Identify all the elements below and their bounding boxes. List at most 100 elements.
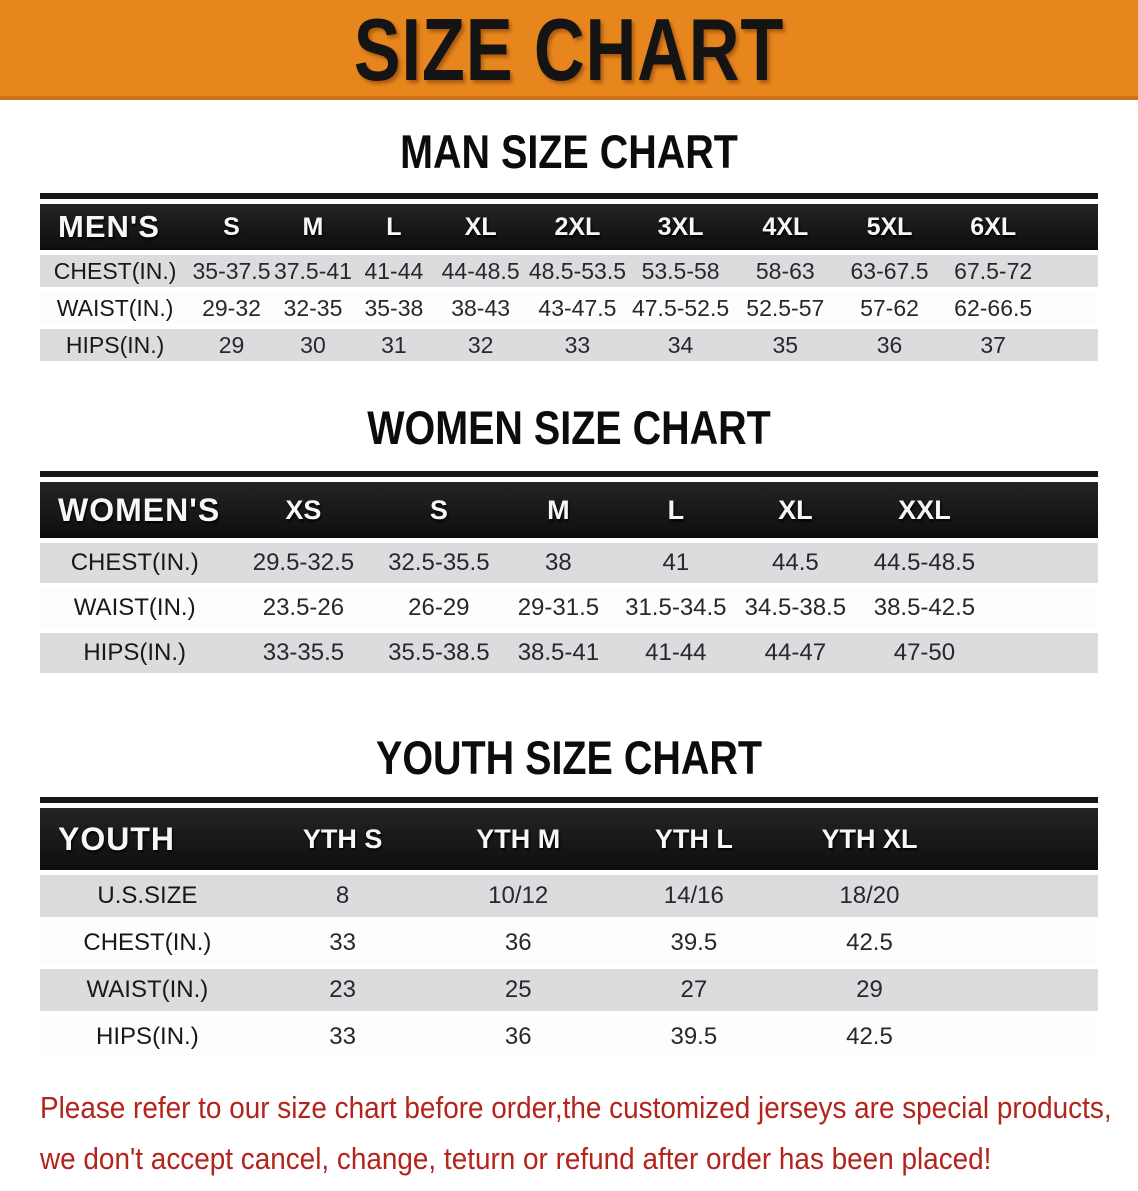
table-row: U.S.SIZE 8 10/12 14/16 18/20 (40, 875, 1098, 917)
size-value: 18/20 (781, 875, 958, 917)
size-value: 42.5 (781, 1016, 958, 1058)
women-size-table: WOMEN'S XS S M L XL XXL CHEST(IN.) 29.5-32.5 32.5… (40, 477, 1098, 678)
size-value: 29-31.5 (500, 588, 617, 628)
men-size-table: MEN'S S M L XL 2XL 3XL 4XL 5XL 6XL CHEST(IN.) 35-37… (40, 199, 1098, 366)
row-spacer (957, 969, 1098, 1011)
table-row: WAIST(IN.) 23.5-26 26-29 29-31.5 31.5-34.5 34… (40, 588, 1098, 628)
size-value: 33 (526, 329, 629, 361)
row-label: CHEST(IN.) (40, 255, 191, 287)
footer-line-1: Please refer to our size chart before or… (40, 1090, 1112, 1125)
size-value: 33 (254, 922, 431, 964)
table-header-row: YOUTH YTH S YTH M YTH L YTH XL (40, 808, 1098, 870)
header-spacer (1045, 204, 1098, 250)
size-value: 10/12 (430, 875, 607, 917)
size-value: 37.5-41 (272, 255, 354, 287)
section-women: WOMEN SIZE CHART WOMEN'S XS S M L XL XXL CHEST(… (0, 404, 1138, 678)
row-spacer (957, 922, 1098, 964)
row-label: WAIST(IN.) (40, 292, 191, 324)
size-value: 31.5-34.5 (616, 588, 736, 628)
size-column-header: YTH S (254, 808, 431, 870)
size-value: 35-38 (353, 292, 435, 324)
size-column-header: 6XL (941, 204, 1046, 250)
size-value: 41-44 (353, 255, 435, 287)
size-value: 8 (254, 875, 431, 917)
men-size-table-container: MEN'S S M L XL 2XL 3XL 4XL 5XL 6XL CHEST(IN.) 35-37… (40, 193, 1098, 366)
youth-size-table-container: YOUTH YTH S YTH M YTH L YTH XL U.S.SIZE 8 10/12… (40, 797, 1098, 1063)
table-title: YOUTH (40, 808, 255, 870)
header-spacer (957, 808, 1098, 870)
size-column-header: M (272, 204, 354, 250)
size-value: 36 (837, 329, 942, 361)
size-value: 36 (430, 922, 607, 964)
size-column-header: 5XL (837, 204, 942, 250)
size-value: 53.5-58 (628, 255, 733, 287)
row-spacer (1045, 255, 1098, 287)
row-label: WAIST(IN.) (40, 969, 255, 1011)
table-row: CHEST(IN.) 35-37.5 37.5-41 41-44 44-48.5 48.5… (40, 255, 1098, 287)
size-value: 33 (254, 1016, 431, 1058)
size-value: 44.5 (735, 543, 856, 583)
size-column-header: S (190, 204, 273, 250)
row-spacer (957, 1016, 1098, 1058)
size-value: 30 (272, 329, 354, 361)
size-value: 57-62 (837, 292, 942, 324)
table-title: WOMEN'S (40, 482, 230, 538)
size-column-header: M (500, 482, 617, 538)
size-column-header: S (377, 482, 501, 538)
size-value: 38.5-42.5 (855, 588, 994, 628)
size-value: 23.5-26 (229, 588, 378, 628)
size-value: 52.5-57 (732, 292, 838, 324)
size-value: 63-67.5 (837, 255, 942, 287)
size-column-header: 3XL (628, 204, 733, 250)
row-label: CHEST(IN.) (40, 922, 255, 964)
row-spacer (957, 875, 1098, 917)
size-value: 32 (434, 329, 527, 361)
row-label: HIPS(IN.) (40, 1016, 255, 1058)
row-spacer (993, 543, 1098, 583)
size-value: 25 (430, 969, 607, 1011)
charts-area: MAN SIZE CHART MEN'S S M L XL 2XL 3XL 4XL 5XL 6XL… (0, 128, 1138, 1063)
size-column-header: YTH XL (781, 808, 958, 870)
women-size-table-container: WOMEN'S XS S M L XL XXL CHEST(IN.) 29.5-32.5 32.5… (40, 471, 1098, 678)
table-row: HIPS(IN.) 33 36 39.5 42.5 (40, 1016, 1098, 1058)
banner: SIZE CHART (0, 0, 1138, 100)
size-value: 47.5-52.5 (628, 292, 733, 324)
size-value: 32-35 (272, 292, 354, 324)
table-row: CHEST(IN.) 33 36 39.5 42.5 (40, 922, 1098, 964)
size-value: 48.5-53.5 (526, 255, 629, 287)
youth-section-heading: YOUTH SIZE CHART (375, 731, 763, 784)
size-column-header: XS (229, 482, 378, 538)
size-value: 29 (781, 969, 958, 1011)
size-value: 62-66.5 (941, 292, 1046, 324)
size-value: 39.5 (606, 1016, 782, 1058)
footer-line-2: we don't accept cancel, change, teturn o… (40, 1140, 992, 1176)
size-column-header: L (616, 482, 736, 538)
size-value: 29.5-32.5 (229, 543, 378, 583)
row-spacer (1045, 329, 1098, 361)
size-value: 29 (190, 329, 273, 361)
footer-note: Please refer to our size chart before or… (40, 1089, 1112, 1179)
size-column-header: L (353, 204, 435, 250)
size-value: 35.5-38.5 (377, 633, 501, 673)
size-value: 47-50 (855, 633, 994, 673)
size-value: 41-44 (616, 633, 736, 673)
size-value: 67.5-72 (941, 255, 1046, 287)
table-row: WAIST(IN.) 29-32 32-35 35-38 38-43 43-47.5 47.… (40, 292, 1098, 324)
size-value: 37 (941, 329, 1046, 361)
table-row: CHEST(IN.) 29.5-32.5 32.5-35.5 38 41 44.5 44.5… (40, 543, 1098, 583)
size-column-header: XXL (855, 482, 994, 538)
size-column-header: YTH M (430, 808, 607, 870)
size-value: 29-32 (190, 292, 273, 324)
section-men: MAN SIZE CHART MEN'S S M L XL 2XL 3XL 4XL 5XL 6XL… (0, 128, 1138, 366)
youth-size-table: YOUTH YTH S YTH M YTH L YTH XL U.S.SIZE 8 10/12… (40, 803, 1098, 1063)
row-spacer (993, 588, 1098, 628)
table-row: HIPS(IN.) 29 30 31 32 33 34 35 36 37 (40, 329, 1098, 361)
row-label: U.S.SIZE (40, 875, 255, 917)
size-value: 43-47.5 (526, 292, 629, 324)
table-header-row: WOMEN'S XS S M L XL XXL (40, 482, 1098, 538)
size-value: 14/16 (606, 875, 782, 917)
size-column-header: YTH L (606, 808, 782, 870)
size-value: 31 (353, 329, 435, 361)
row-label: CHEST(IN.) (40, 543, 230, 583)
row-spacer (993, 633, 1098, 673)
